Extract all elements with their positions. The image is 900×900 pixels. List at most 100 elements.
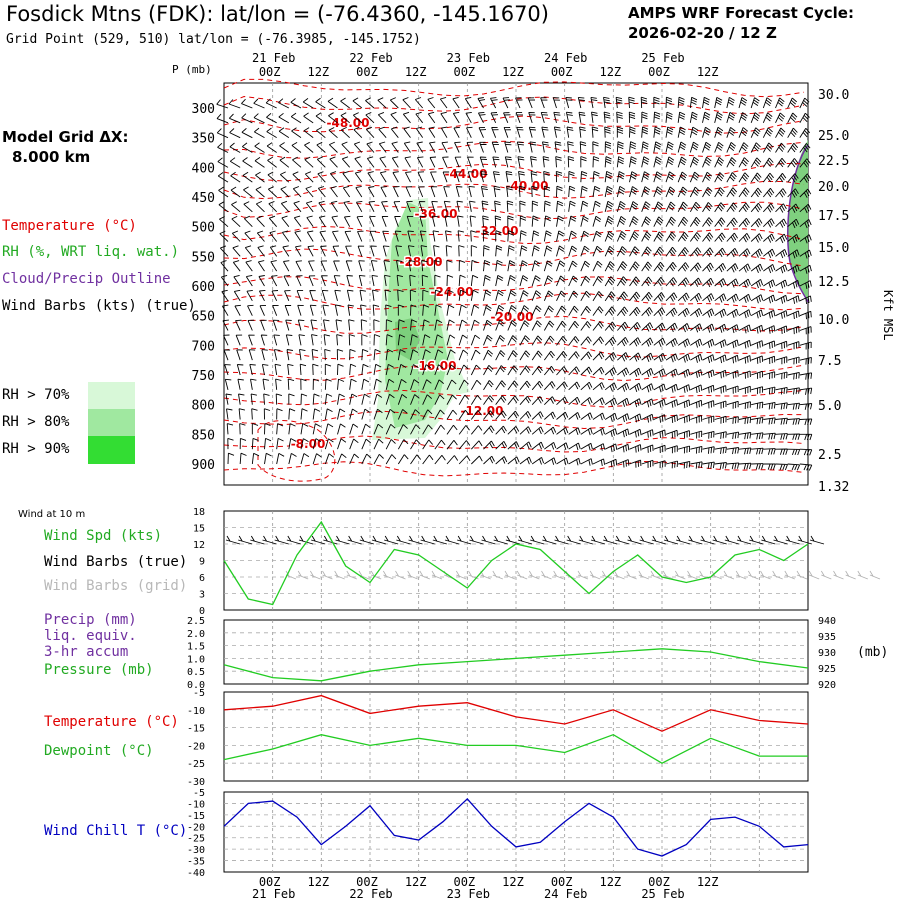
wind-barb-grid	[820, 570, 832, 580]
wind-barb	[358, 260, 365, 272]
wind-barb	[394, 230, 402, 242]
wind-barb	[556, 290, 566, 302]
wind-barb-grid	[431, 570, 443, 580]
wind-barb	[248, 349, 256, 361]
wind-barb	[519, 395, 532, 405]
wind-barb-grid	[808, 570, 820, 580]
wind-barb-grid	[760, 570, 771, 580]
wind-barb	[276, 453, 285, 465]
wind-barb	[556, 427, 569, 435]
isotherm-line	[223, 78, 805, 98]
precip-ytick: 0.0	[187, 680, 205, 691]
wind-barb	[446, 334, 456, 346]
date-label-bottom: 24 Feb	[544, 887, 587, 900]
wind-barb	[604, 412, 618, 422]
wind-barb	[629, 367, 642, 377]
wind-barb	[229, 157, 241, 168]
wind-barb	[738, 432, 752, 440]
wind-barb	[714, 415, 727, 424]
wind-barb	[750, 294, 764, 304]
wind-barb	[580, 381, 593, 391]
wind-barb	[242, 142, 253, 153]
wind-barb	[469, 215, 476, 227]
wind-barb	[653, 96, 660, 109]
wind-barb	[285, 319, 292, 331]
wind-barb	[495, 380, 507, 391]
wind-barb	[417, 156, 424, 168]
wind-barb	[677, 262, 690, 272]
wind-barb	[763, 264, 776, 274]
time-tick-bottom: 12Z	[502, 875, 524, 889]
wind-barb	[294, 230, 302, 242]
wind-barb	[271, 275, 278, 287]
wind-barb	[456, 200, 463, 212]
wind-barb	[665, 368, 678, 378]
time-tick-top: 12Z	[599, 65, 621, 79]
wind-barb	[629, 337, 641, 347]
wind-barb-grid	[589, 570, 601, 580]
wind-barb	[397, 394, 408, 405]
wind-barb	[629, 156, 637, 168]
wind-barb	[251, 452, 260, 465]
wind-barb	[580, 215, 589, 227]
wind-barb	[507, 456, 520, 465]
wind-barb	[414, 97, 424, 109]
windchill-ytick: -15	[187, 811, 205, 822]
wind-barb	[531, 245, 540, 257]
wind-ytick: 3	[199, 590, 205, 601]
wind-barb	[385, 319, 393, 331]
wind-barb	[410, 334, 418, 346]
wind-barb-true	[603, 535, 618, 545]
wind-barb	[254, 127, 265, 139]
wind-barb	[714, 111, 723, 123]
wind-barb	[726, 308, 739, 318]
wind-barb	[373, 393, 383, 405]
wind-barb	[702, 111, 711, 123]
date-label-top: 25 Feb	[641, 51, 684, 65]
wind-barb	[446, 259, 453, 272]
wind-barb	[297, 319, 305, 331]
wind-barb	[726, 263, 739, 273]
wind-barb	[763, 386, 776, 395]
wind-barb	[726, 187, 738, 198]
wind-barb	[579, 141, 587, 153]
wind-barb	[555, 156, 562, 168]
wind-barb	[592, 230, 602, 242]
pressure-tick-label: 350	[192, 132, 215, 147]
wind-barb	[409, 289, 417, 301]
wind-barb	[787, 341, 800, 350]
wind-barb	[702, 186, 713, 198]
wind-barb	[592, 185, 601, 198]
wind-barb	[775, 433, 788, 440]
wind-barb	[317, 171, 326, 183]
kft-tick-label: 30.0	[818, 88, 849, 103]
wind-barb	[515, 112, 523, 123]
wind-barb	[235, 319, 242, 331]
wind-barb	[452, 111, 460, 124]
time-tick-top: 12Z	[697, 65, 719, 79]
wind-barb-grid	[735, 570, 747, 580]
wind-barb	[799, 112, 810, 124]
wind-barb	[384, 274, 391, 287]
wind-barb	[312, 438, 322, 450]
wind-barb	[357, 230, 364, 242]
wind-barb	[222, 319, 229, 331]
wind-barb	[738, 462, 752, 470]
temp-ytick: -25	[187, 759, 205, 770]
wind-barb	[799, 173, 811, 183]
wind-barb	[702, 277, 714, 288]
wind-barb	[231, 230, 241, 242]
wind-barb	[320, 245, 327, 257]
wind-barb	[507, 260, 516, 272]
wind-barb	[653, 322, 666, 332]
wind-barb	[531, 215, 539, 227]
wind-barb	[678, 430, 690, 439]
wind-barb-grid	[382, 570, 394, 580]
wind-barb	[381, 201, 388, 213]
wind-barb	[432, 230, 439, 242]
wind-barb	[750, 324, 764, 334]
wind-barb-true	[773, 535, 788, 545]
wind-barb	[324, 438, 334, 450]
rh90-label: RH > 90%	[2, 441, 70, 457]
wind-barb	[677, 171, 688, 183]
